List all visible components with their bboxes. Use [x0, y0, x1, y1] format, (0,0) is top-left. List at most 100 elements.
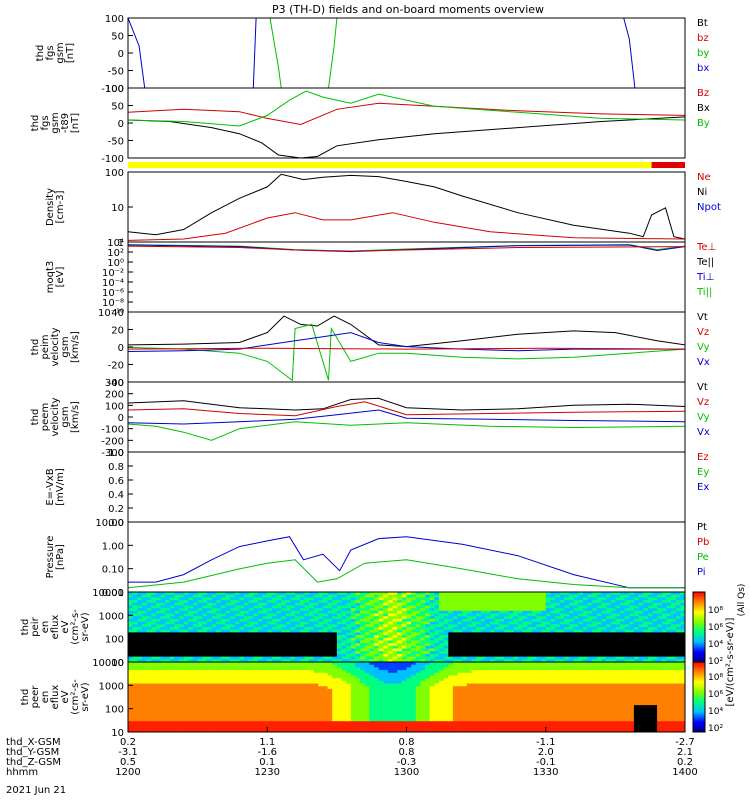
heatmap-cell — [555, 637, 560, 641]
heatmap-cell — [387, 592, 393, 596]
heatmap-cell — [132, 613, 138, 617]
heatmap-cell — [336, 643, 342, 647]
heatmap-cell — [239, 694, 245, 698]
heatmap-cell — [216, 672, 222, 676]
heatmap-cell — [211, 602, 217, 606]
heatmap-cell — [587, 629, 593, 633]
heatmap-cell — [151, 648, 157, 652]
heatmap-cell — [550, 627, 556, 631]
heatmap-cell — [197, 705, 203, 709]
heatmap-cell — [647, 610, 653, 614]
heatmap-cell — [276, 632, 282, 636]
heatmap-cell — [234, 608, 240, 612]
heatmap-cell — [327, 640, 333, 644]
y-axis-label: thd — [30, 339, 41, 356]
heatmap-cell — [620, 648, 625, 652]
heatmap-cell — [253, 627, 259, 631]
heatmap-cell — [675, 602, 681, 606]
heatmap-cell — [615, 632, 621, 636]
heatmap-cell — [596, 610, 602, 614]
heatmap-cell — [193, 613, 198, 617]
heatmap-cell — [517, 621, 523, 625]
heatmap-cell — [457, 656, 463, 660]
heatmap-cell — [582, 627, 588, 631]
heatmap-cell — [578, 640, 584, 644]
heatmap-cell — [193, 637, 198, 641]
heatmap-cell — [374, 729, 379, 733]
heatmap-cell — [596, 597, 602, 601]
heatmap-cell — [285, 600, 291, 604]
heatmap-cell — [643, 592, 649, 596]
heatmap-cell — [188, 624, 194, 628]
heatmap-cell — [541, 648, 547, 652]
heatmap-cell — [285, 640, 291, 644]
heatmap-cell — [183, 608, 189, 612]
heatmap-cell — [443, 613, 449, 617]
heatmap-cell — [262, 624, 268, 628]
heatmap-cell — [360, 672, 366, 676]
heatmap-cell — [132, 678, 138, 682]
heatmap-cell — [220, 594, 226, 598]
heatmap-cell — [128, 678, 133, 682]
y-tick-label: -50 — [108, 67, 124, 78]
heatmap-cell — [239, 697, 245, 701]
heatmap-cell — [234, 686, 240, 690]
heatmap-cell — [578, 600, 584, 604]
heatmap-cell — [647, 656, 653, 660]
heatmap-cell — [220, 715, 226, 719]
heatmap-cell — [434, 656, 440, 660]
heatmap-cell — [452, 624, 458, 628]
heatmap-cell — [513, 610, 519, 614]
legend-entry: Vy — [697, 342, 710, 353]
heatmap-cell — [141, 715, 147, 719]
heatmap-cell — [151, 635, 157, 639]
heatmap-cell — [225, 594, 231, 598]
heatmap-cell — [559, 632, 565, 636]
heatmap-cell — [160, 675, 166, 679]
heatmap-cell — [457, 632, 463, 636]
heatmap-cell — [128, 662, 133, 666]
heatmap-cell — [146, 702, 152, 706]
heatmap-cell — [169, 670, 175, 674]
heatmap-cell — [146, 680, 152, 684]
heatmap-cell — [415, 605, 421, 609]
heatmap-cell — [346, 726, 352, 730]
heatmap-cell — [151, 718, 157, 722]
heatmap-cell — [592, 648, 598, 652]
heatmap-cell — [327, 602, 333, 606]
y-tick-label: 0 — [118, 49, 124, 60]
heatmap-cell — [128, 616, 133, 620]
heatmap-cell — [392, 718, 398, 722]
heatmap-cell — [378, 629, 384, 633]
heatmap-cell — [499, 594, 505, 598]
heatmap-cell — [629, 602, 635, 606]
heatmap-cell — [211, 648, 217, 652]
heatmap-cell — [262, 672, 268, 676]
heatmap-cell — [401, 726, 407, 730]
heatmap-cell — [281, 675, 287, 679]
heatmap-cell — [522, 629, 528, 633]
heatmap-cell — [313, 651, 319, 655]
heatmap-cell — [244, 713, 249, 717]
heatmap-cell — [267, 694, 273, 698]
heatmap-cell — [392, 600, 398, 604]
heatmap-cell — [378, 613, 384, 617]
heatmap-cell — [397, 594, 403, 598]
heatmap-cell — [647, 621, 653, 625]
heatmap-cell — [374, 721, 379, 725]
heatmap-cell — [360, 707, 366, 711]
heatmap-cell — [480, 651, 486, 655]
heatmap-cell — [267, 726, 273, 730]
heatmap-cell — [346, 592, 352, 596]
heatmap-cell — [137, 613, 143, 617]
heatmap-cell — [299, 656, 305, 660]
heatmap-cell — [346, 675, 352, 679]
heatmap-cell — [601, 624, 607, 628]
heatmap-cell — [643, 629, 649, 633]
heatmap-cell — [452, 656, 458, 660]
heatmap-cell — [327, 627, 333, 631]
heatmap-cell — [360, 699, 366, 703]
heatmap-cell — [355, 678, 361, 682]
heatmap-cell — [169, 705, 175, 709]
